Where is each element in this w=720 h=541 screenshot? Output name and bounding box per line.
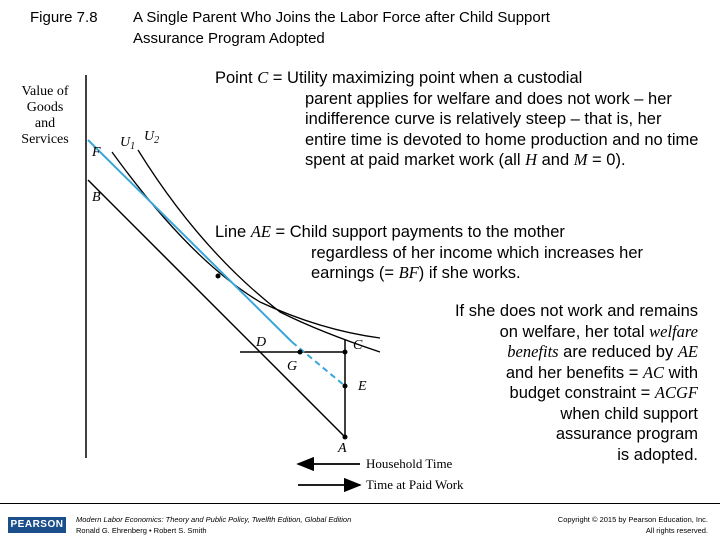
label-c: C	[353, 338, 363, 353]
label-g: G	[287, 359, 297, 374]
footer: PEARSON Modern Labor Economics: Theory a…	[0, 503, 720, 541]
y-axis-label: Value of Goods and Services	[10, 84, 80, 148]
label-u2: U2	[144, 129, 159, 146]
note-welfare-line: benefits are reduced by AE	[507, 342, 698, 361]
note-welfare-line: is adopted.	[617, 445, 698, 464]
rights-text: All rights reserved.	[645, 526, 708, 535]
budget-line-ba	[87, 179, 346, 438]
note-welfare-line: budget constraint = ACGF	[509, 383, 698, 402]
point-e-marker	[342, 383, 348, 389]
tangency-point	[215, 273, 221, 279]
point-a-marker	[342, 434, 348, 440]
footer-copyright: Copyright © 2015 by Pearson Education, I…	[558, 514, 708, 536]
note-welfare-line: on welfare, her total welfare	[499, 321, 698, 341]
label-e: E	[357, 379, 367, 394]
note-welfare-line: when child support	[560, 404, 698, 423]
note-welfare-line: and her benefits = AC with	[505, 362, 698, 382]
label-u1: U1	[120, 135, 135, 152]
figure-title-line2: Assurance Program Adopted	[133, 30, 325, 47]
note-point-c-body: parent applies for welfare and does not …	[305, 89, 699, 170]
book-authors: Ronald G. Ehrenberg • Robert S. Smith	[76, 526, 207, 535]
label-d: D	[255, 335, 266, 350]
indifference-curve-u2	[137, 149, 381, 353]
note-line-ae: Line AE = Child support payments to the …	[215, 222, 705, 284]
point-c-marker	[342, 349, 348, 355]
note-point-c: Point C = Utility maximizing point when …	[215, 68, 705, 171]
household-time-label: Household Time	[366, 456, 453, 471]
y-axis-label-line: and	[34, 116, 56, 131]
label-f: F	[91, 145, 101, 160]
note-welfare-line: assurance program	[555, 425, 698, 443]
y-axis-label-line: Value of	[21, 84, 69, 99]
child-support-dashed-ge	[291, 341, 346, 387]
y-axis-label-line: Goods	[26, 100, 64, 115]
label-b: B	[92, 190, 101, 205]
figure-title-line1: A Single Parent Who Joins the Labor Forc…	[133, 9, 550, 26]
child-support-line-fg	[87, 139, 293, 343]
note-welfare: If she does not work and remains on welf…	[368, 301, 698, 465]
footer-citation: Modern Labor Economics: Theory and Publi…	[76, 514, 351, 536]
note-line-ae-body: regardless of her income which increases…	[311, 243, 643, 283]
copyright-text: Copyright © 2015 by Pearson Education, I…	[557, 515, 708, 524]
book-title: Modern Labor Economics: Theory and Publi…	[76, 515, 352, 524]
point-g-marker	[297, 349, 303, 355]
note-point-c-lead: Point C = Utility maximizing point when …	[215, 68, 583, 87]
y-axis-label-line: Services	[21, 132, 69, 147]
paid-work-label: Time at Paid Work	[366, 477, 464, 492]
figure-number: Figure 7.8	[30, 9, 98, 26]
label-a: A	[337, 441, 347, 456]
pearson-logo: PEARSON	[8, 517, 66, 533]
note-welfare-line: If she does not work and remains	[454, 302, 698, 320]
note-line-ae-lead: Line AE = Child support payments to the …	[215, 222, 565, 241]
